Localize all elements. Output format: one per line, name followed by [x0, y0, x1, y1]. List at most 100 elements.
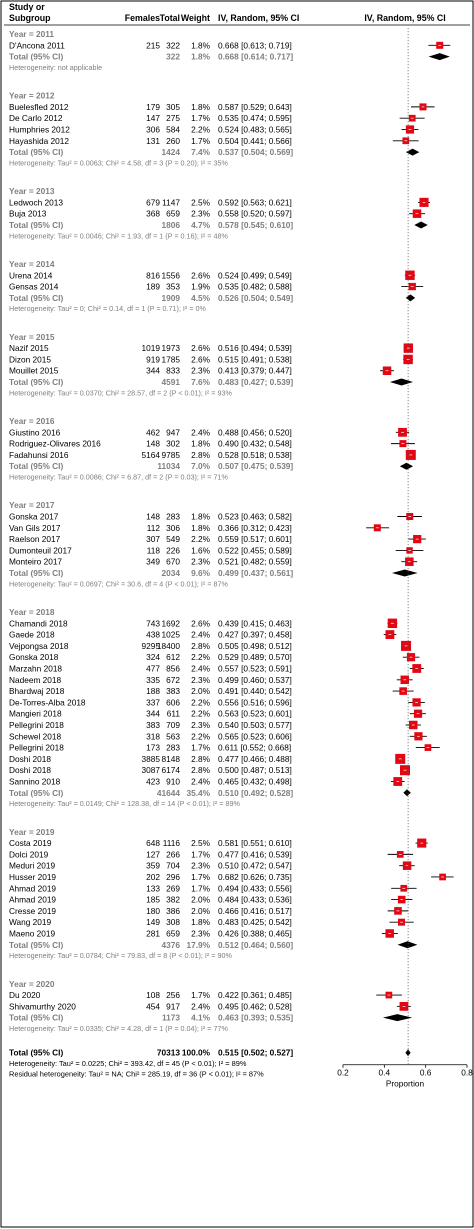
study-females: 368	[146, 209, 160, 219]
study-total: 260	[166, 136, 180, 146]
study-females: 148	[146, 439, 160, 449]
study-weight: 2.2%	[191, 731, 211, 741]
study-name: Buelesfled 2012	[9, 102, 69, 112]
study-total: 910	[166, 776, 180, 786]
study-name: De Carlo 2012	[9, 113, 63, 123]
study-ci: 0.581 [0.551; 0.610]	[218, 838, 292, 848]
subgroup-total-ci: 0.483 [0.427; 0.539]	[218, 377, 293, 387]
study-ci: 0.504 [0.441; 0.566]	[218, 136, 292, 146]
column-header-subgroup: Subgroup	[9, 13, 51, 23]
subgroup-heterogeneity: Heterogeneity: Tau² = 0.0335; Chi² = 4.2…	[9, 1024, 228, 1033]
study-name: Mouillet 2015	[9, 366, 59, 376]
study-weight: 2.5%	[191, 838, 211, 848]
subgroup-total-total: 1806	[162, 220, 181, 230]
study-total: 382	[166, 895, 180, 905]
study-females: 147	[146, 113, 160, 123]
study-weight: 1.8%	[191, 523, 211, 533]
study-females: 185	[146, 895, 160, 905]
subgroup-total-label: Total (95% CI)	[9, 461, 63, 471]
study-weight: 1.7%	[191, 113, 211, 123]
study-females: 477	[146, 663, 160, 673]
subgroup-total-label: Total (95% CI)	[9, 940, 63, 950]
subgroup-total-weight: 7.6%	[191, 377, 211, 387]
study-total: 6174	[162, 765, 181, 775]
study-females: 5164	[142, 450, 161, 460]
study-total: 296	[166, 872, 180, 882]
study-weight: 2.4%	[191, 663, 211, 673]
study-weight: 1.8%	[191, 439, 211, 449]
study-ci: 0.515 [0.491; 0.538]	[218, 354, 292, 364]
study-females: 306	[146, 124, 160, 134]
study-weight: 2.2%	[191, 709, 211, 719]
study-ci: 0.477 [0.416; 0.539]	[218, 849, 292, 859]
study-name: Mangieri 2018	[9, 709, 62, 719]
study-females: 127	[146, 849, 160, 859]
study-total: 1116	[163, 838, 181, 848]
subgroup-total-weight: 17.9%	[186, 940, 210, 950]
study-females: 344	[146, 366, 160, 376]
study-females: 337	[146, 697, 160, 707]
overall-total-total: 70313	[157, 1048, 180, 1058]
overall-total-weight: 100.0%	[182, 1048, 211, 1058]
study-females: 108	[146, 990, 160, 1000]
study-females: 149	[146, 917, 160, 927]
study-weight: 2.4%	[191, 1001, 211, 1011]
study-females: 454	[146, 1001, 160, 1011]
study-name: D'Ancona 2011	[9, 40, 65, 50]
subgroup-total-diamond	[382, 1014, 413, 1022]
study-name: Husser 2019	[9, 872, 56, 882]
study-ci: 0.529 [0.489; 0.570]	[218, 652, 292, 662]
study-females: 3885	[142, 754, 161, 764]
study-name: De-Torres-Alba 2018	[9, 697, 86, 707]
study-ci: 0.427 [0.397; 0.458]	[218, 630, 292, 640]
study-females: 423	[146, 776, 160, 786]
subgroup-total-diamond	[414, 221, 428, 229]
subgroup-total-label: Total (95% CI)	[9, 220, 63, 230]
subgroup-total-diamond	[403, 789, 411, 797]
subgroup-label: Year = 2012	[9, 91, 55, 101]
study-ci: 0.477 [0.466; 0.488]	[218, 754, 292, 764]
study-weight: 2.2%	[191, 652, 211, 662]
study-ci: 0.540 [0.503; 0.577]	[218, 720, 292, 730]
study-name: Du 2020	[9, 990, 41, 1000]
column-header-weight: Weight	[181, 13, 210, 23]
subgroup-total-diamond	[399, 462, 414, 470]
subgroup-heterogeneity: Heterogeneity: Tau² = 0.0046; Chi² = 1.9…	[9, 231, 228, 240]
subgroup-total-diamond	[428, 53, 450, 61]
study-females: 112	[147, 523, 161, 533]
subgroup-label: Year = 2020	[9, 979, 55, 989]
study-name: Bhardwaj 2018	[9, 686, 65, 696]
study-ci: 0.535 [0.482; 0.588]	[218, 282, 292, 292]
subgroup-label: Year = 2013	[9, 186, 55, 196]
study-ci: 0.557 [0.523; 0.591]	[218, 663, 292, 673]
overall-heterogeneity: Heterogeneity: Tau² = 0.0225; Chi² = 393…	[9, 1059, 247, 1068]
study-ci: 0.556 [0.516; 0.596]	[218, 697, 292, 707]
study-name: Hayashida 2012	[9, 136, 69, 146]
subgroup-heterogeneity: Heterogeneity: Tau² = 0.0063; Chi² = 4.5…	[9, 158, 228, 167]
study-ci: 0.413 [0.379; 0.447]	[218, 366, 292, 376]
study-weight: 1.8%	[191, 102, 211, 112]
subgroup-total-diamond	[391, 569, 418, 577]
study-name: Dizon 2015	[9, 354, 51, 364]
study-ci: 0.524 [0.499; 0.549]	[218, 270, 292, 280]
subgroup-total-diamond	[405, 294, 416, 302]
study-females: 188	[146, 686, 160, 696]
study-total: 256	[166, 990, 180, 1000]
study-weight: 1.8%	[191, 40, 211, 50]
study-name: Ahmad 2019	[9, 895, 56, 905]
study-total: 856	[166, 663, 180, 673]
study-name: Urena 2014	[9, 270, 53, 280]
subgroup-total-total: 1424	[162, 147, 181, 157]
study-total: 833	[166, 366, 180, 376]
study-ci: 0.611 [0.552; 0.668]	[218, 743, 291, 753]
study-ci: 0.668 [0.613; 0.719]	[218, 40, 292, 50]
subgroup-total-weight: 4.7%	[191, 220, 211, 230]
study-name: Humphries 2012	[9, 124, 70, 134]
study-ci: 0.563 [0.523; 0.601]	[218, 709, 292, 719]
subgroup-total-total: 2034	[162, 568, 181, 578]
study-females: 349	[146, 557, 160, 567]
subgroup-total-total: 4376	[162, 940, 181, 950]
study-total: 283	[166, 512, 180, 522]
study-females: 173	[146, 743, 160, 753]
study-name: Giustino 2016	[9, 427, 61, 437]
